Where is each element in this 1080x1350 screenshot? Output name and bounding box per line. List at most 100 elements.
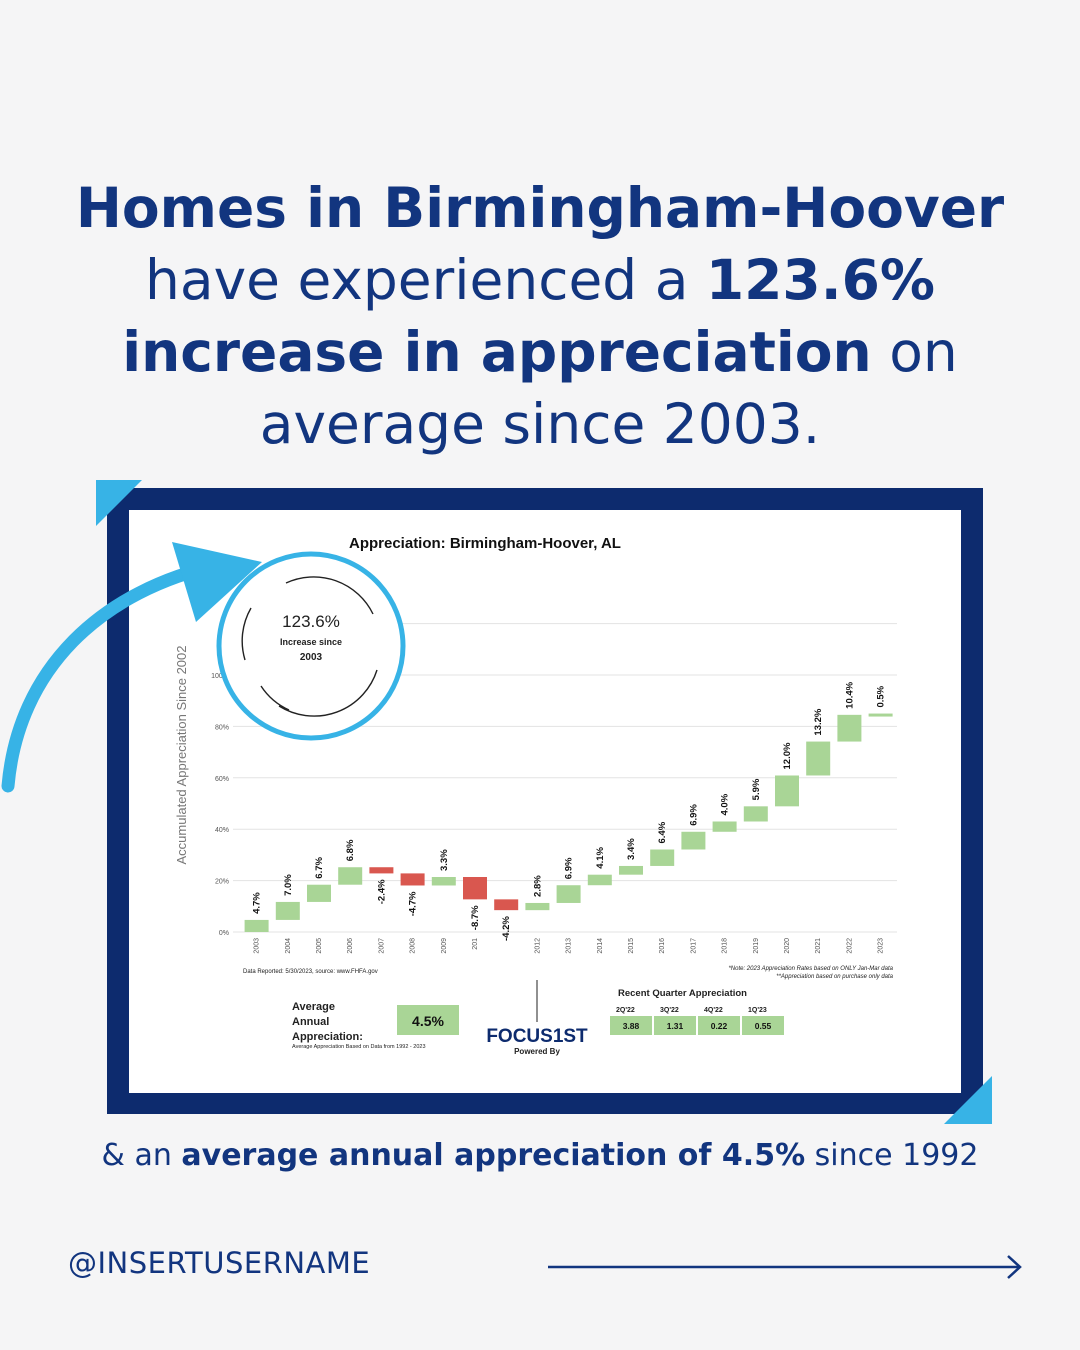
right-arrow-icon[interactable] — [548, 1252, 1028, 1282]
corner-accent-bottom-right — [944, 1076, 992, 1124]
callout-line-1: Increase since — [280, 637, 342, 647]
bar-data-label: 6.7% — [314, 857, 325, 879]
subline: & an average annual appreciation of 4.5%… — [40, 1138, 1040, 1173]
waterfall-bar — [338, 867, 363, 885]
avg-label-1: Average — [292, 1001, 335, 1013]
bar-data-label: 0.5% — [876, 685, 887, 707]
x-tick-label: 2020 — [784, 938, 791, 954]
headline-text-1: have experienced a — [145, 248, 706, 312]
x-tick-label: 2014 — [597, 938, 604, 954]
avg-note: Average Appreciation Based on Data from … — [292, 1044, 426, 1050]
waterfall-bar — [400, 873, 425, 886]
bar-data-label: 7.0% — [283, 874, 294, 896]
waterfall-bar — [525, 902, 550, 911]
bar-data-label: 4.7% — [252, 892, 263, 914]
recent-value-box — [698, 1016, 740, 1035]
brand-sub: Powered By — [514, 1047, 560, 1056]
bar-data-label: 4.1% — [595, 846, 606, 868]
callout-value: 123.6% — [282, 612, 340, 631]
recent-quarter-value: 1.31 — [667, 1021, 684, 1031]
avg-value-box — [397, 1005, 459, 1035]
waterfall-bar — [369, 867, 394, 874]
x-tick-label: 2015 — [628, 938, 635, 954]
bar-data-label: -2.4% — [376, 879, 387, 904]
recent-quarter-label: 2Q'22 — [616, 1007, 635, 1014]
avg-label-3: Appreciation: — [292, 1031, 363, 1043]
chart-title: Appreciation: Birmingham-Hoover, AL — [349, 535, 621, 552]
x-tick-label: 2013 — [566, 938, 573, 954]
y-axis-label: Accumulated Appreciation Since 2002 — [174, 646, 189, 865]
callout-line-2: 2003 — [300, 652, 323, 663]
x-tick-label: 2022 — [846, 938, 853, 954]
recent-value-box — [654, 1016, 696, 1035]
x-tick-label: 2008 — [410, 938, 417, 954]
waterfall-bar — [307, 884, 331, 902]
bar-data-label: 6.4% — [657, 821, 668, 843]
data-reported-note: Data Reported: 5/30/2023, source: www.FH… — [243, 969, 378, 975]
x-tick-label: 2005 — [316, 938, 323, 954]
headline-text-2: on — [871, 320, 958, 384]
note-2023: *Note: 2023 Appreciation Rates based on … — [728, 966, 893, 972]
callout-badge: 123.6% Increase since 2003 — [216, 551, 406, 741]
subline-suffix: since 1992 — [805, 1138, 979, 1173]
waterfall-bar — [556, 885, 581, 903]
waterfall-bar — [806, 741, 831, 776]
x-tick-label: 201 — [472, 938, 479, 950]
headline-increase: increase in appreciation — [122, 320, 872, 384]
subline-highlight: average annual appreciation of 4.5% — [181, 1138, 806, 1173]
y-tick-label: 60% — [215, 776, 229, 783]
appreciation-chart: Appreciation: Birmingham-Hoover, AL Accu… — [174, 535, 897, 1056]
y-tick-label: 80% — [215, 724, 229, 731]
waterfall-bar — [587, 874, 612, 886]
recent-quarter-label: 3Q'22 — [660, 1007, 679, 1014]
bar-data-label: 3.3% — [439, 849, 450, 871]
headline: Homes in Birmingham-Hoover have experien… — [40, 172, 1040, 460]
bar-data-label: -4.2% — [501, 916, 512, 941]
recent-quarter-value: 0.55 — [755, 1021, 772, 1031]
bar-data-label: 10.4% — [844, 681, 855, 708]
x-tick-label: 2012 — [534, 938, 541, 954]
bar-data-label: 6.9% — [688, 804, 699, 826]
pointer-arrow-icon — [1, 542, 262, 793]
waterfall-bar — [650, 849, 675, 866]
bar-data-label: -4.7% — [408, 891, 419, 916]
recent-quarter-value: 3.88 — [623, 1021, 640, 1031]
corner-accent-top-left — [96, 480, 142, 526]
x-tick-label: 2016 — [659, 938, 666, 954]
x-tick-label: 2017 — [690, 938, 697, 954]
waterfall-bar — [837, 714, 862, 742]
bar-data-label: 13.2% — [813, 708, 824, 735]
headline-location: Homes in Birmingham-Hoover — [75, 176, 1005, 240]
x-tick-label: 2006 — [347, 938, 354, 954]
x-tick-label: 2023 — [878, 938, 885, 954]
headline-percent: 123.6% — [705, 248, 935, 312]
waterfall-bar — [463, 877, 487, 900]
bar-data-label: 2.8% — [532, 875, 543, 897]
waterfall-bar — [244, 919, 269, 932]
bar-data-label: 6.8% — [345, 839, 356, 861]
waterfall-bar — [775, 775, 799, 807]
recent-quarter-label: 1Q'23 — [748, 1007, 767, 1014]
x-tick-label: 2021 — [815, 938, 822, 954]
recent-title: Recent Quarter Appreciation — [618, 988, 747, 999]
recent-quarter-label: 4Q'22 — [704, 1007, 723, 1014]
recent-value-box — [610, 1016, 652, 1035]
waterfall-bar — [494, 899, 519, 911]
x-tick-label: 2004 — [285, 938, 292, 954]
x-tick-label: 2007 — [378, 938, 385, 954]
username-handle[interactable]: @INSERTUSERNAME — [68, 1246, 371, 1280]
waterfall-bar — [431, 877, 456, 886]
waterfall-bar — [743, 806, 768, 822]
x-tick-label: 2003 — [254, 938, 261, 954]
y-tick-label: 0% — [219, 930, 229, 937]
y-tick-label: 100% — [211, 673, 229, 680]
bar-data-label: 6.9% — [564, 857, 575, 879]
bar-data-label: 3.4% — [626, 838, 637, 860]
avg-value: 4.5% — [412, 1013, 444, 1029]
bar-data-label: 5.9% — [751, 778, 762, 800]
x-tick-label: 2009 — [441, 938, 448, 954]
waterfall-bar — [681, 831, 706, 850]
bar-data-label: 12.0% — [782, 742, 793, 769]
x-tick-label: 2018 — [722, 938, 729, 954]
waterfall-bar — [868, 713, 893, 717]
